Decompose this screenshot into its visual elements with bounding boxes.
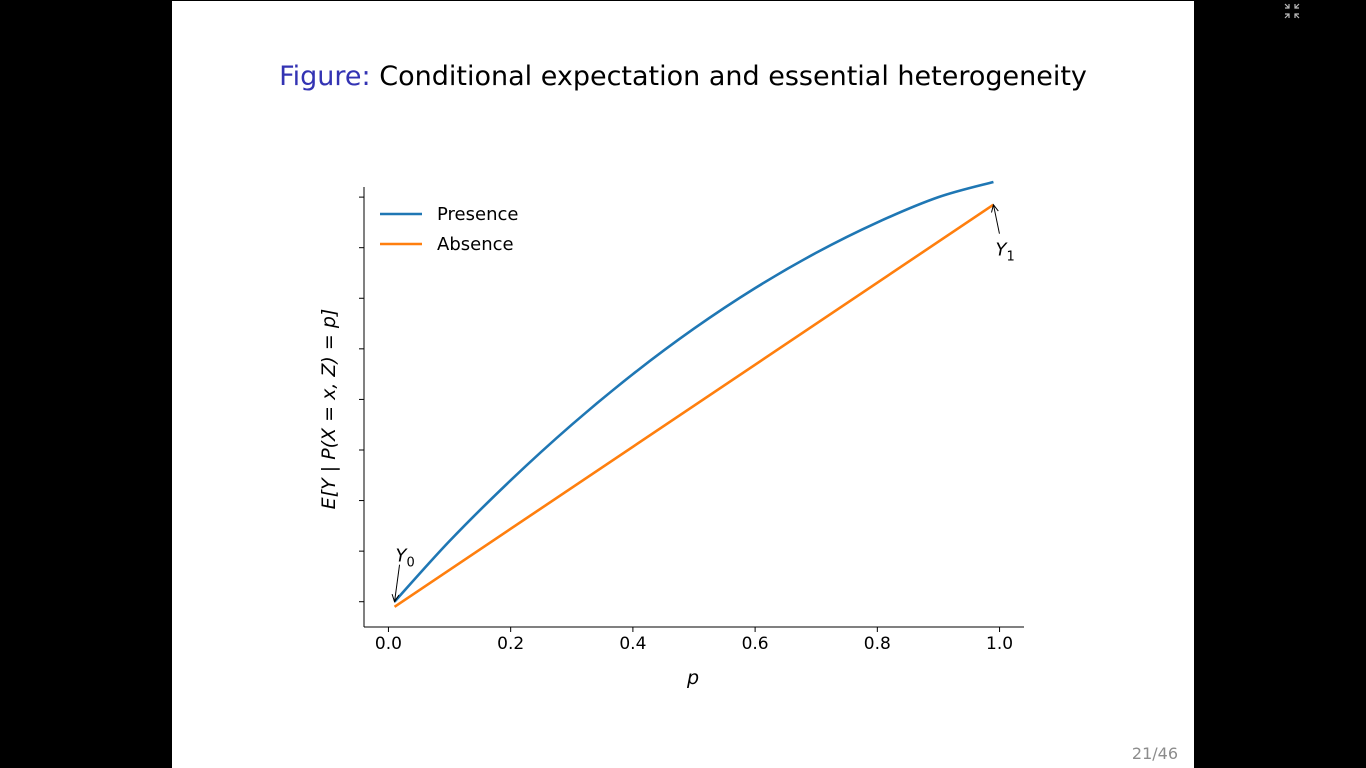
legend-label-presence: Presence [437, 204, 518, 225]
x-tick-label: 0.0 [375, 634, 402, 654]
annotation-main: Y [995, 240, 1008, 261]
annotation-subscript: 1 [1006, 250, 1014, 265]
y-axis-label: E[Y | P(X = x, Z) = p] [318, 309, 340, 510]
annotation-arrowhead [391, 593, 400, 603]
series-line-absence [393, 203, 995, 608]
legend: Presence Absence [380, 204, 518, 255]
axes: 0.0 0.2 0.4 0.6 0.8 1.0 [359, 187, 1024, 654]
annotation-arrow [992, 204, 1000, 234]
annotation-arrowhead [991, 203, 999, 213]
x-tick-label: 0.6 [742, 634, 769, 654]
figure-title: Conditional expectation and essential he… [379, 61, 1087, 92]
x-axis-label: p [686, 667, 699, 689]
annotation-subscript: 0 [407, 556, 415, 571]
page-total: 46 [1157, 744, 1178, 763]
series-line-presence [393, 180, 994, 603]
page-number: 21/46 [1132, 744, 1178, 763]
page-separator: / [1152, 744, 1158, 763]
annotation-label-y1: Y1 [995, 240, 1014, 265]
figure-prefix: Figure: [279, 61, 371, 92]
x-tick-label: 0.4 [619, 634, 646, 654]
legend-label-absence: Absence [437, 234, 514, 255]
page-current: 21 [1131, 744, 1153, 763]
x-tick-label: 0.8 [864, 634, 891, 654]
slide-title: Figure: Conditional expectation and esse… [172, 61, 1194, 92]
slide: Figure: Conditional expectation and esse… [172, 1, 1194, 768]
x-tick-label: 1.0 [986, 634, 1013, 654]
exit-fullscreen-icon[interactable] [1284, 3, 1300, 19]
annotation-arrow [394, 564, 401, 602]
annotation-main: Y [396, 546, 409, 567]
x-tick-label: 0.2 [497, 634, 524, 654]
plot-area [393, 180, 995, 608]
annotation-label-y0: Y0 [396, 546, 415, 571]
